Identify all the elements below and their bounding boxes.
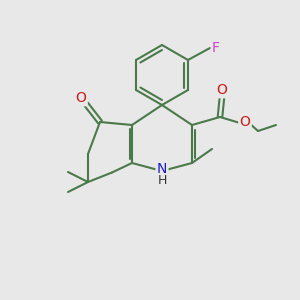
Text: O: O [217,83,227,97]
Text: H: H [157,175,167,188]
Text: O: O [76,91,86,105]
Text: N: N [157,162,167,176]
Text: F: F [212,41,220,55]
Text: O: O [240,115,250,129]
